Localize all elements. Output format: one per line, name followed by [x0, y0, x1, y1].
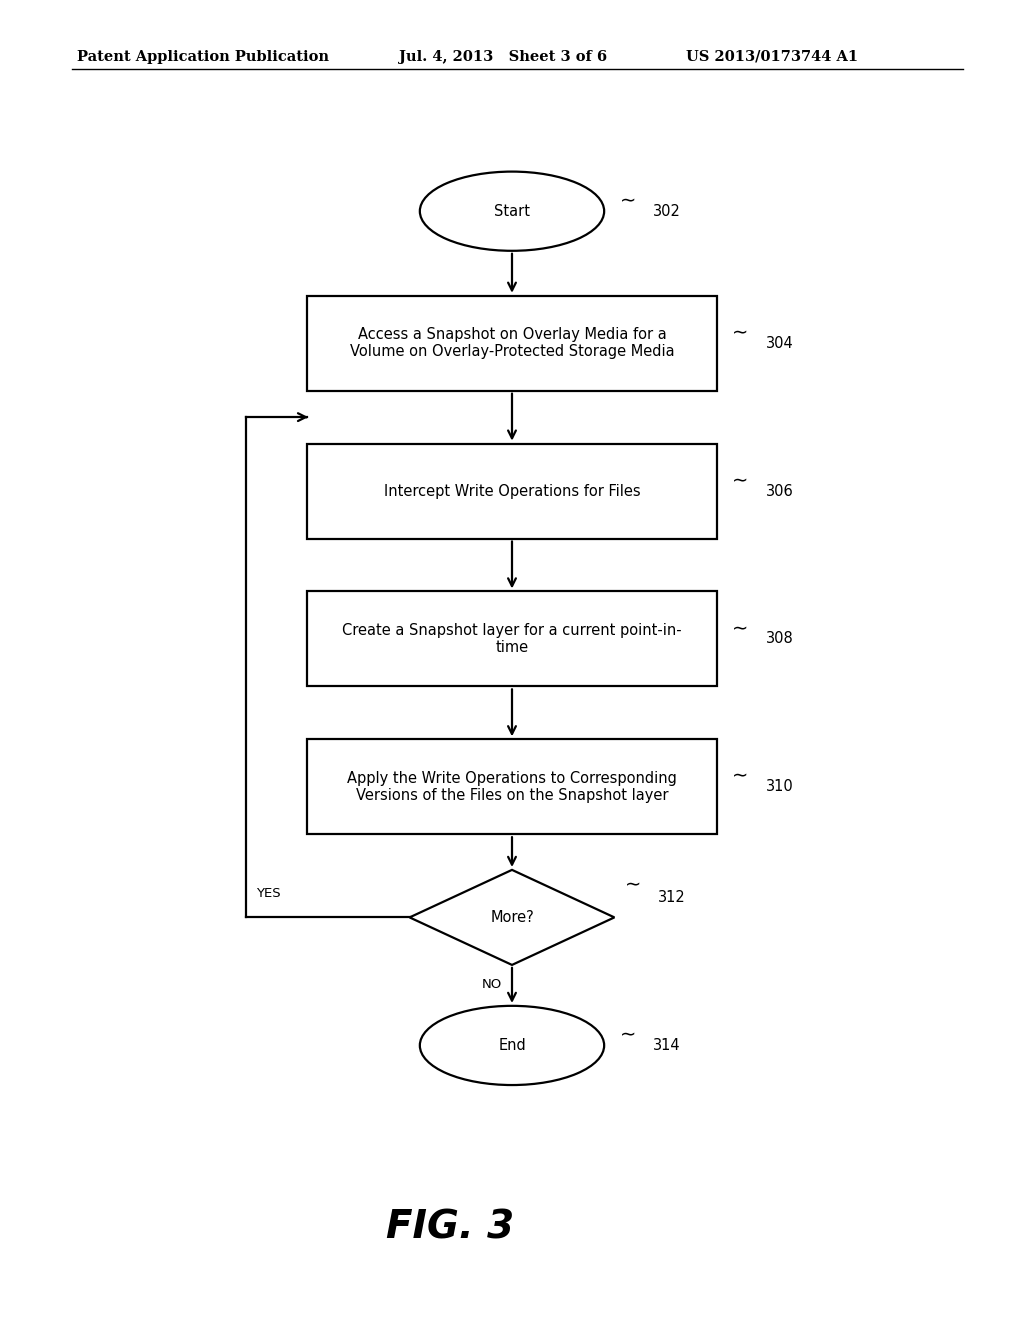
Text: Create a Snapshot layer for a current point-in-
time: Create a Snapshot layer for a current po… — [342, 623, 682, 655]
Text: FIG. 3: FIG. 3 — [386, 1209, 515, 1246]
FancyBboxPatch shape — [307, 591, 717, 686]
Text: 306: 306 — [766, 483, 794, 499]
Text: 314: 314 — [653, 1038, 681, 1053]
Text: Access a Snapshot on Overlay Media for a
Volume on Overlay-Protected Storage Med: Access a Snapshot on Overlay Media for a… — [349, 327, 675, 359]
Text: ∼: ∼ — [732, 323, 749, 342]
FancyBboxPatch shape — [307, 739, 717, 834]
Text: ∼: ∼ — [620, 1026, 636, 1044]
Ellipse shape — [420, 1006, 604, 1085]
Text: Apply the Write Operations to Corresponding
Versions of the Files on the Snapsho: Apply the Write Operations to Correspond… — [347, 771, 677, 803]
Text: More?: More? — [490, 909, 534, 925]
Text: Jul. 4, 2013   Sheet 3 of 6: Jul. 4, 2013 Sheet 3 of 6 — [399, 50, 607, 63]
Text: 310: 310 — [766, 779, 794, 795]
Text: ∼: ∼ — [732, 767, 749, 785]
Text: ∼: ∼ — [620, 191, 636, 210]
Text: YES: YES — [256, 887, 281, 900]
Text: NO: NO — [481, 978, 502, 991]
FancyBboxPatch shape — [307, 444, 717, 539]
Text: ∼: ∼ — [732, 619, 749, 638]
Text: ∼: ∼ — [732, 471, 749, 490]
Text: Intercept Write Operations for Files: Intercept Write Operations for Files — [384, 483, 640, 499]
Text: 308: 308 — [766, 631, 794, 647]
Text: 304: 304 — [766, 335, 794, 351]
FancyBboxPatch shape — [307, 296, 717, 391]
Text: 302: 302 — [653, 203, 681, 219]
Text: US 2013/0173744 A1: US 2013/0173744 A1 — [686, 50, 858, 63]
Ellipse shape — [420, 172, 604, 251]
Text: Start: Start — [494, 203, 530, 219]
Text: ∼: ∼ — [625, 875, 641, 894]
Text: End: End — [498, 1038, 526, 1053]
Polygon shape — [410, 870, 614, 965]
Text: 312: 312 — [658, 890, 686, 906]
Text: Patent Application Publication: Patent Application Publication — [77, 50, 329, 63]
